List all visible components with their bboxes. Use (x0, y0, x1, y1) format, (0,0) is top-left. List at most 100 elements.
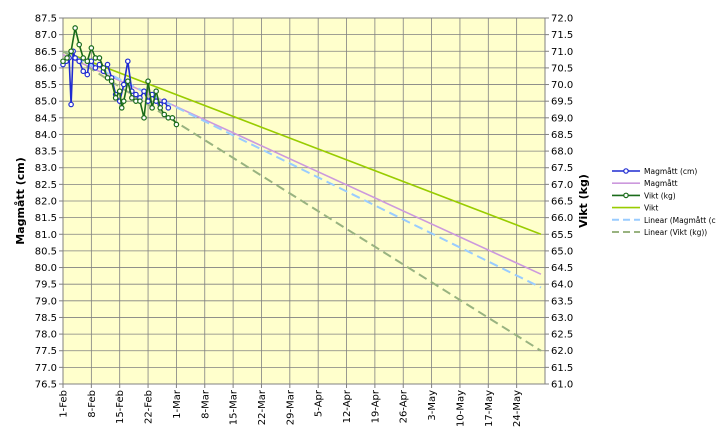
data-point (153, 88, 159, 95)
y-left-tick-label: 81.0 (35, 230, 57, 241)
y-left-tick-label: 82.5 (35, 180, 57, 191)
y-left-tick-label: 85.5 (35, 80, 57, 91)
legend: Magmått (cm) Magmått Vikt (kg) Vikt Linear (… (612, 167, 716, 237)
x-tick-label: 22-Mar (257, 389, 268, 425)
data-point (137, 98, 143, 104)
y-left-tick-label: 87.0 (35, 30, 57, 41)
y-left-tick-label: 79.0 (35, 296, 57, 307)
x-tick-label: 3-May (427, 390, 438, 421)
x-tick-label: 1-Mar (172, 389, 183, 419)
y-left-tick-label: 80.5 (35, 246, 57, 257)
y-left-tick-label: 77.5 (35, 346, 57, 357)
data-point (72, 55, 78, 61)
series-layer (60, 25, 542, 352)
gridlines (62, 17, 546, 385)
data-point (64, 55, 70, 61)
y-left-tick-label: 84.0 (35, 130, 57, 141)
data-point (129, 95, 135, 101)
x-tick-label: 5-Apr (314, 389, 325, 417)
data-point (100, 65, 107, 71)
data-point (173, 121, 180, 128)
data-point (108, 78, 115, 85)
y-right-tick-label: 61.5 (551, 363, 573, 374)
data-point (60, 58, 66, 65)
y-right-tick-label: 67.0 (551, 180, 573, 191)
y-right-tick-label: 70.5 (551, 63, 573, 74)
data-point (104, 61, 111, 68)
y-right-tick-label: 70.0 (551, 80, 573, 91)
data-point (80, 55, 87, 61)
data-point (125, 78, 131, 85)
x-tick-label: 19-Apr (370, 389, 381, 423)
axes: 76.5 77.0 77.5 78.0 78.5 79.0 79.5 80.0 80.5 81.0… (35, 14, 574, 428)
y-right-tick-label: 66.0 (551, 213, 573, 224)
y-left-tick-label: 81.5 (35, 213, 57, 224)
y-left-tick-label: 83.0 (35, 163, 57, 174)
y-left-tick-label: 79.5 (35, 280, 57, 291)
data-point (80, 68, 87, 75)
data-point (149, 105, 155, 111)
data-point (118, 105, 125, 111)
data-point (84, 71, 91, 78)
x-tick-label: 8-Mar (200, 389, 211, 419)
x-tick-label: 1-Feb (59, 390, 70, 418)
legend-label: Magmått (644, 179, 678, 188)
legend-marker (623, 192, 629, 199)
x-tick-label: 17-May (484, 390, 495, 427)
data-point (161, 98, 168, 104)
legend-label: Vikt (kg) (644, 191, 676, 200)
series-line-3 (62, 50, 542, 236)
x-tick-label: 24-May (512, 390, 523, 427)
data-point (88, 45, 95, 51)
x-tick-label: 29-Mar (285, 389, 296, 425)
data-point (133, 91, 139, 98)
y-right-tick-label: 63.0 (551, 313, 573, 324)
y-left-tick-label: 85.0 (35, 97, 57, 108)
y-right-tick-label: 63.5 (551, 296, 573, 307)
y-left-tick-label: 76.5 (35, 380, 57, 391)
y-right-tick-label: 68.0 (551, 147, 573, 158)
y-right-tick-label: 71.5 (551, 30, 573, 41)
y-right-tick-label: 61.0 (551, 380, 573, 391)
x-tick-label: 12-Apr (342, 389, 353, 423)
y-right-tick-label: 64.5 (551, 263, 573, 274)
y-left-tick-label: 82.0 (35, 197, 57, 208)
data-point (92, 65, 99, 71)
y-axis-right-title: Vikt (kg) (577, 174, 590, 228)
legend-marker (623, 168, 629, 174)
legend-label: Vikt (644, 204, 658, 213)
data-point (76, 41, 83, 48)
y-left-tick-label: 83.5 (35, 147, 57, 158)
y-left-tick-label: 77.0 (35, 363, 57, 374)
data-point (120, 98, 127, 104)
data-point (68, 101, 74, 108)
y-right-tick-label: 62.5 (551, 330, 573, 341)
data-point (104, 75, 111, 81)
series-line-5 (62, 50, 542, 352)
y-right-tick-label: 72.0 (551, 14, 573, 25)
y-right-tick-label: 62.0 (551, 346, 573, 357)
y-left-tick-label: 78.0 (35, 330, 57, 341)
y-left-tick-label: 80.0 (35, 263, 57, 274)
x-tick-label: 10-May (455, 390, 466, 427)
legend-label: Magmått (cm) (644, 167, 697, 176)
y-right-tick-label: 69.5 (551, 97, 573, 108)
y-right-tick-label: 64.0 (551, 280, 573, 291)
y-right-tick-label: 65.0 (551, 246, 573, 257)
data-point (125, 58, 131, 65)
data-point (169, 115, 176, 121)
data-point (84, 58, 91, 65)
data-point (141, 88, 147, 95)
y-right-tick-label: 65.5 (551, 230, 573, 241)
data-point (165, 105, 172, 111)
legend-label: Linear (Magmått (c (644, 216, 716, 225)
legend-label: Linear (Vikt (kg)) (644, 228, 707, 237)
data-point (161, 111, 168, 118)
data-point (96, 55, 103, 61)
y-left-tick-label: 78.5 (35, 313, 57, 324)
y-right-tick-label: 69.0 (551, 113, 573, 124)
y-left-tick-label: 87.5 (35, 14, 57, 25)
y-left-tick-label: 84.5 (35, 113, 57, 124)
